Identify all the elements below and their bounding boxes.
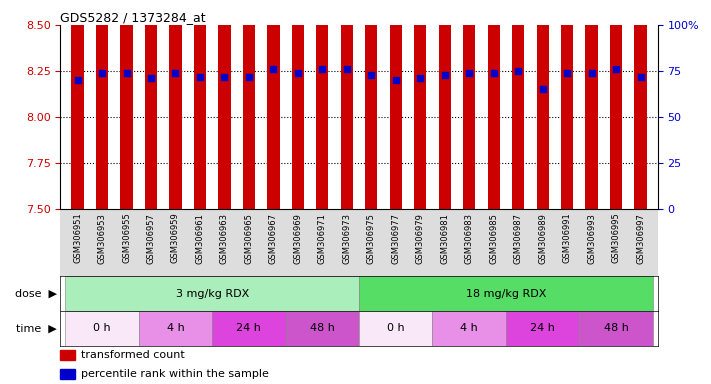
Text: GSM306975: GSM306975: [367, 213, 376, 263]
Text: GSM306981: GSM306981: [440, 213, 449, 263]
Text: 3 mg/kg RDX: 3 mg/kg RDX: [176, 289, 249, 299]
Bar: [506, 311, 579, 346]
Text: 18 mg/kg RDX: 18 mg/kg RDX: [466, 289, 546, 299]
Bar: [414, 0, 427, 209]
Point: [610, 66, 621, 72]
Point: [513, 68, 524, 74]
Point: [243, 73, 255, 79]
Point: [170, 70, 181, 76]
Bar: [610, 0, 622, 209]
Bar: [286, 311, 359, 346]
Point: [365, 72, 377, 78]
Bar: [65, 276, 359, 311]
Text: GSM306983: GSM306983: [465, 213, 474, 264]
Text: GSM306993: GSM306993: [587, 213, 596, 263]
Bar: [60, 369, 75, 379]
Bar: [145, 0, 157, 209]
Text: GSM306969: GSM306969: [294, 213, 302, 263]
Bar: [359, 311, 432, 346]
Bar: [463, 0, 476, 209]
Point: [268, 66, 279, 72]
Point: [72, 77, 83, 83]
Text: 24 h: 24 h: [530, 323, 555, 333]
Text: GSM306987: GSM306987: [513, 213, 523, 264]
Bar: [432, 311, 506, 346]
Text: GSM306967: GSM306967: [269, 213, 278, 264]
Text: 24 h: 24 h: [237, 323, 262, 333]
Text: 48 h: 48 h: [310, 323, 335, 333]
Text: GDS5282 / 1373284_at: GDS5282 / 1373284_at: [60, 11, 206, 24]
Text: GSM306997: GSM306997: [636, 213, 645, 263]
Bar: [341, 0, 353, 209]
Text: GSM306953: GSM306953: [97, 213, 107, 263]
Text: GSM306965: GSM306965: [245, 213, 253, 263]
Point: [464, 70, 475, 76]
Point: [562, 70, 573, 76]
Point: [586, 70, 597, 76]
Text: GSM306985: GSM306985: [489, 213, 498, 263]
Bar: [96, 0, 108, 209]
Point: [488, 70, 499, 76]
Text: GSM306961: GSM306961: [196, 213, 205, 263]
Bar: [585, 0, 598, 209]
Text: dose  ▶: dose ▶: [15, 289, 57, 299]
Text: GSM306959: GSM306959: [171, 213, 180, 263]
Bar: [579, 311, 653, 346]
Bar: [537, 0, 549, 209]
Bar: [365, 0, 378, 209]
Bar: [120, 0, 133, 209]
Point: [415, 75, 426, 81]
Text: GSM306951: GSM306951: [73, 213, 82, 263]
Text: percentile rank within the sample: percentile rank within the sample: [81, 369, 269, 379]
Text: 0 h: 0 h: [93, 323, 111, 333]
Bar: [267, 0, 279, 209]
Bar: [194, 0, 206, 209]
Bar: [439, 0, 451, 209]
Text: 0 h: 0 h: [387, 323, 405, 333]
Bar: [390, 0, 402, 209]
Bar: [242, 0, 255, 209]
Text: transformed count: transformed count: [81, 350, 185, 360]
Point: [194, 73, 205, 79]
Text: GSM306955: GSM306955: [122, 213, 131, 263]
Text: GSM306977: GSM306977: [391, 213, 400, 264]
Bar: [634, 0, 647, 209]
Bar: [65, 311, 139, 346]
Point: [145, 75, 156, 81]
Point: [316, 66, 328, 72]
Point: [439, 72, 450, 78]
Text: 48 h: 48 h: [604, 323, 629, 333]
Text: GSM306963: GSM306963: [220, 213, 229, 264]
Text: time  ▶: time ▶: [16, 323, 57, 333]
Bar: [512, 0, 524, 209]
Bar: [292, 0, 304, 209]
Bar: [71, 0, 84, 209]
Bar: [561, 0, 573, 209]
Point: [537, 86, 548, 93]
Text: 4 h: 4 h: [166, 323, 184, 333]
Point: [390, 77, 402, 83]
Text: GSM306973: GSM306973: [342, 213, 351, 264]
Bar: [316, 0, 328, 209]
Point: [219, 73, 230, 79]
Text: 4 h: 4 h: [460, 323, 478, 333]
Text: GSM306979: GSM306979: [416, 213, 424, 263]
Point: [292, 70, 304, 76]
Text: GSM306971: GSM306971: [318, 213, 327, 263]
Text: GSM306991: GSM306991: [562, 213, 572, 263]
Point: [341, 66, 353, 72]
Bar: [218, 0, 230, 209]
Bar: [60, 350, 75, 360]
Point: [121, 70, 132, 76]
Text: GSM306957: GSM306957: [146, 213, 156, 263]
Bar: [169, 0, 181, 209]
Text: GSM306995: GSM306995: [611, 213, 621, 263]
Point: [635, 73, 646, 79]
Bar: [359, 276, 653, 311]
Bar: [488, 0, 500, 209]
Text: GSM306989: GSM306989: [538, 213, 547, 263]
Bar: [212, 311, 286, 346]
Point: [97, 70, 108, 76]
Bar: [139, 311, 212, 346]
